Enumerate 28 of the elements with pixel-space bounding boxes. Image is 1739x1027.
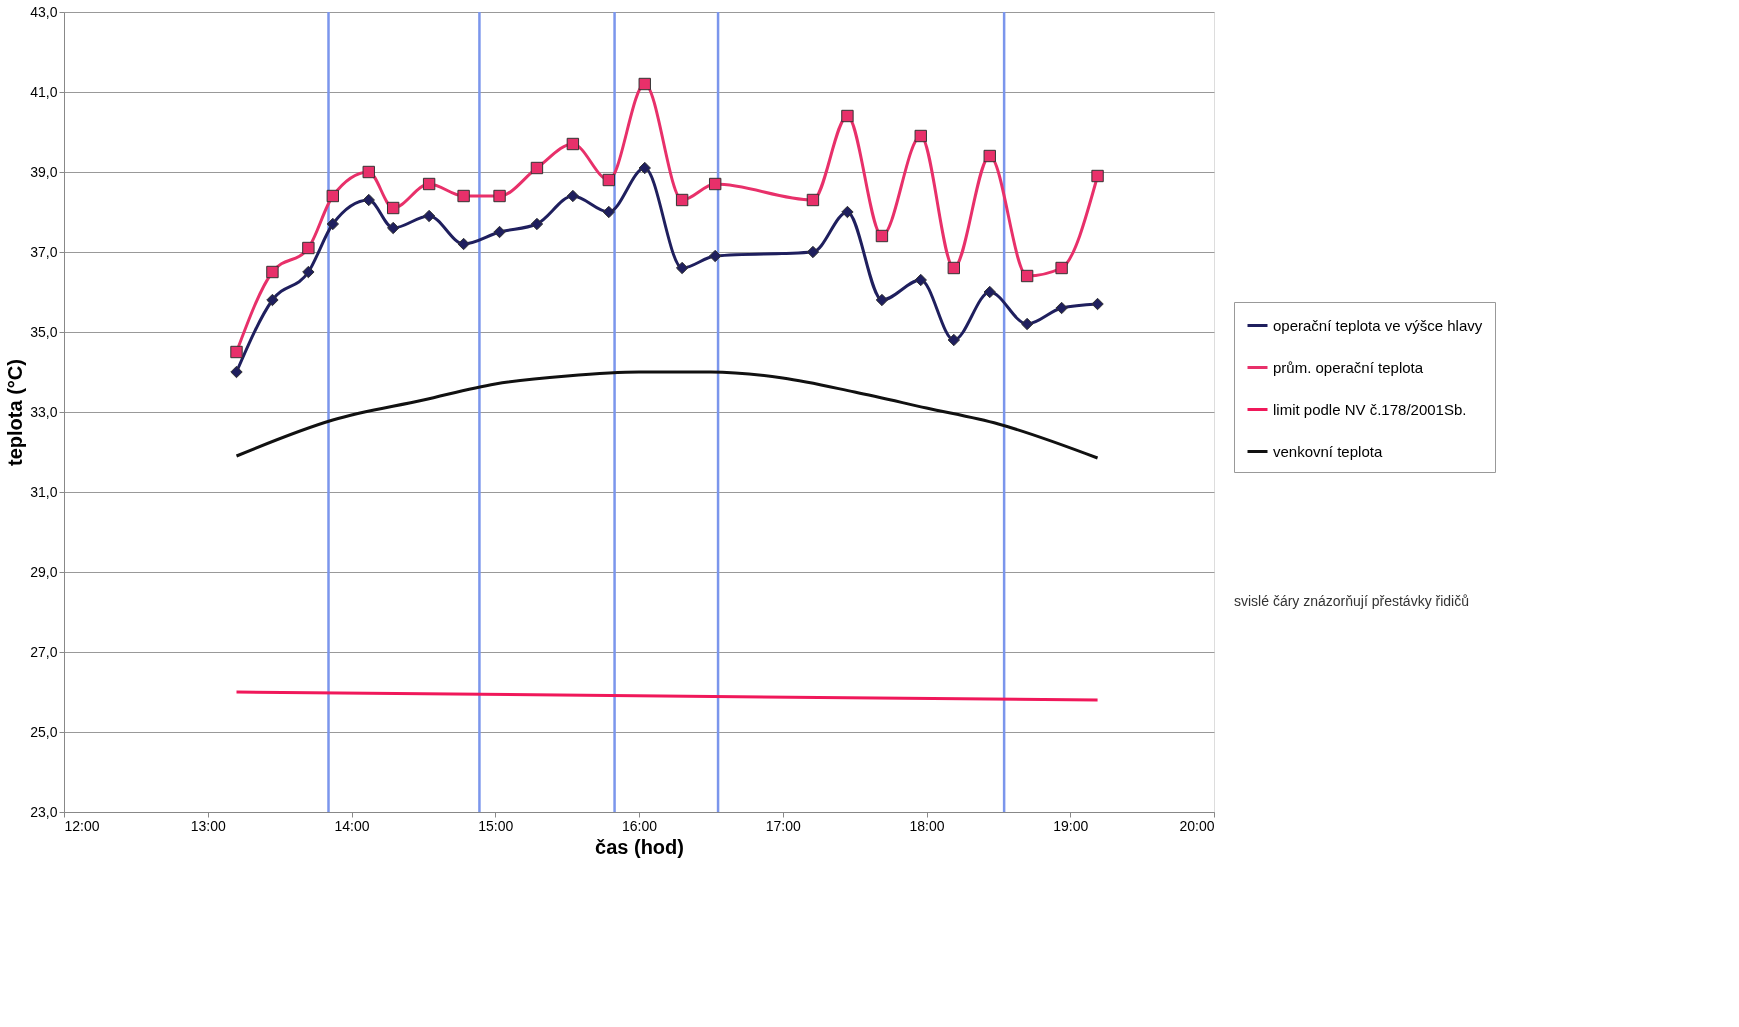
x-tick-label: 17:00	[765, 817, 801, 834]
legend-label: venkovní teplota	[1273, 442, 1383, 460]
legend-label: limit podle NV č.178/2001Sb.	[1273, 400, 1467, 418]
y-axis-title: teplota (°C)	[4, 359, 27, 466]
y-tick-label: 31,0	[30, 483, 58, 500]
text: svislé čáry znázorňují přestávky řidičů	[1234, 593, 1469, 609]
y-tick-label: 41,0	[30, 83, 58, 100]
x-tick-label: 16:00	[621, 817, 658, 834]
x-tick-label: 15:00	[478, 817, 514, 834]
x-tick-label: 20:00	[1179, 817, 1215, 834]
y-tick-label: 27,0	[30, 643, 58, 660]
x-tick-label: 13:00	[190, 817, 226, 834]
x-tick-label: 18:00	[909, 817, 945, 834]
x-tick-label: 19:00	[1053, 817, 1089, 834]
y-tick-label: 23,0	[30, 803, 58, 820]
legend-label: prům. operační teplota	[1273, 358, 1424, 376]
y-tick-label: 37,0	[30, 243, 58, 260]
line-series	[235, 370, 1100, 460]
y-tick-label: 39,0	[30, 163, 58, 180]
x-tick-label: 12:00	[64, 817, 100, 834]
y-tick-label: 33,0	[30, 403, 58, 420]
y-tick-label: 25,0	[30, 723, 58, 740]
x-tick-label: 14:00	[334, 817, 370, 834]
y-tick-label: 35,0	[30, 323, 58, 340]
x-axis-title: čas (hod)	[595, 835, 684, 858]
y-tick-label: 29,0	[30, 563, 58, 580]
legend-label: operační teplota ve výšce hlavy	[1273, 316, 1483, 334]
y-tick-label: 43,0	[30, 3, 58, 20]
